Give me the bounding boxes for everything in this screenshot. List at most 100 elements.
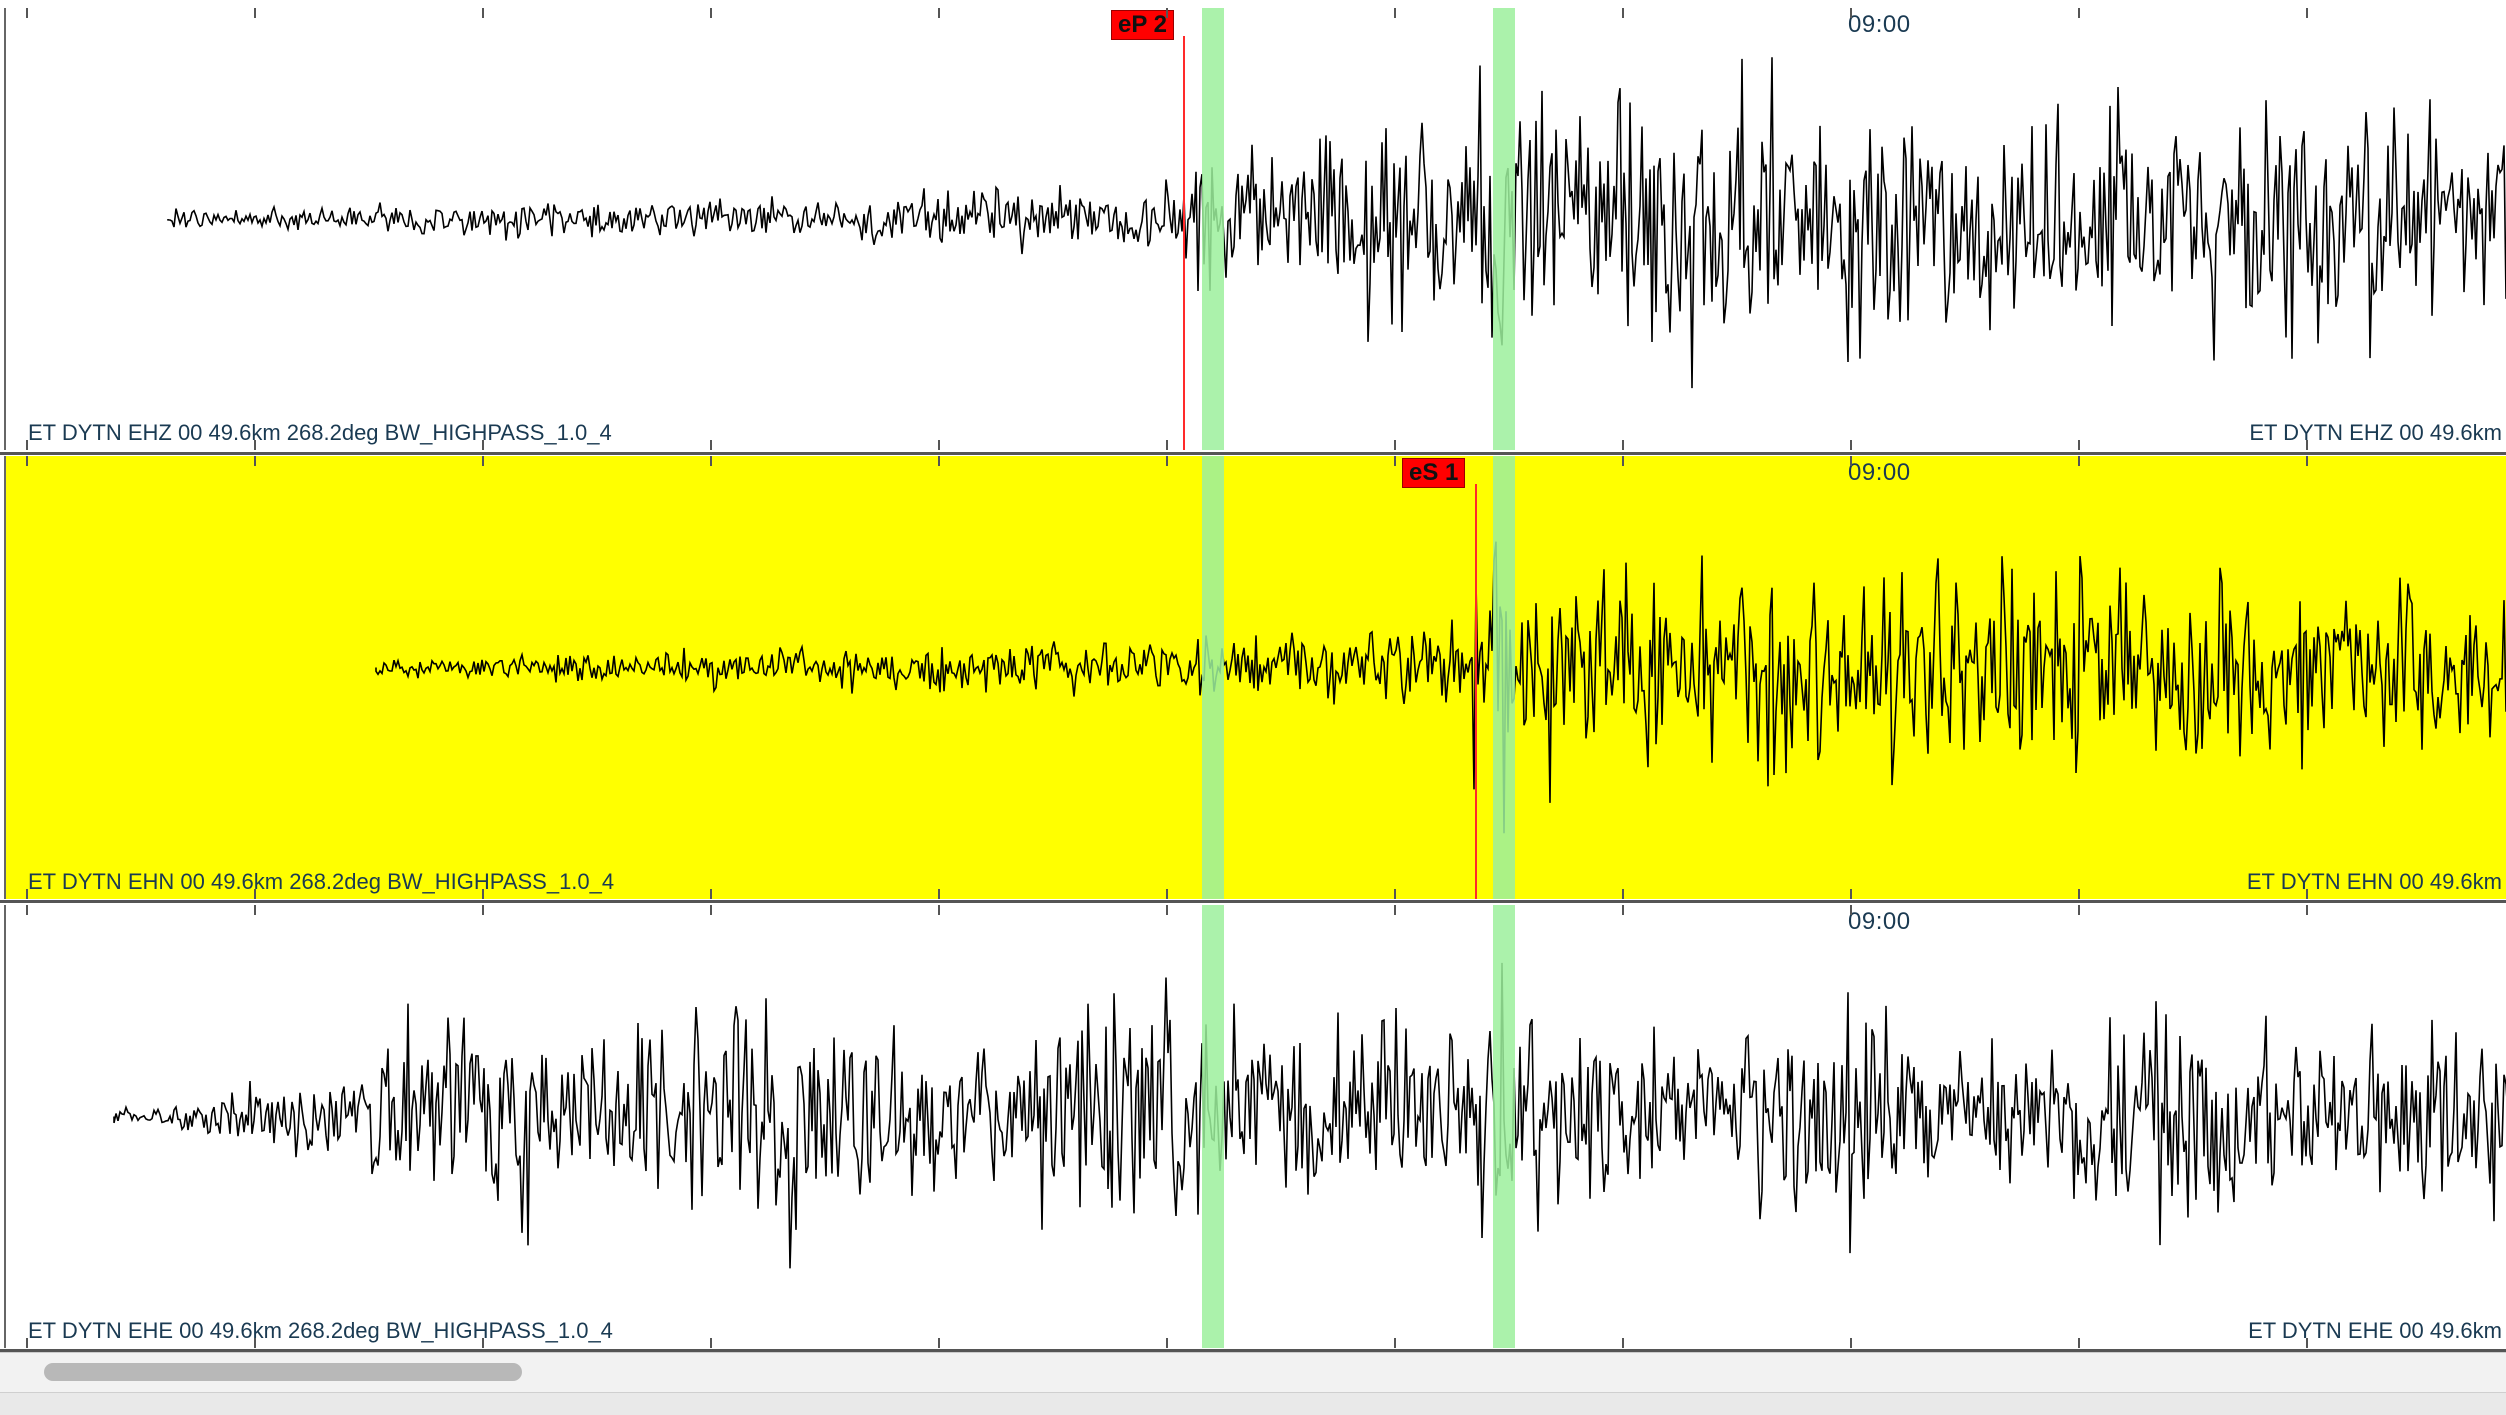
panel-divider — [0, 452, 2506, 455]
axis-tick — [2078, 440, 2080, 450]
axis-tick — [1394, 456, 1396, 466]
axis-tick — [1394, 889, 1396, 899]
axis-tick — [1622, 889, 1624, 899]
axis-tick — [710, 8, 712, 18]
axis-tick — [938, 456, 940, 466]
channel-label-right: ET DYTN EHZ 00 49.6km — [2249, 420, 2502, 445]
axis-tick — [938, 1338, 940, 1348]
waveform-trace — [375, 541, 2506, 834]
axis-tick — [482, 1338, 484, 1348]
waveform-trace — [113, 962, 2506, 1269]
axis-tick — [1850, 905, 1852, 915]
waveform-trace — [167, 57, 2506, 389]
axis-tick — [254, 905, 256, 915]
axis-tick — [2078, 456, 2080, 466]
waveform-ehz — [167, 57, 2506, 389]
axis-tick — [938, 889, 940, 899]
axis-tick — [1166, 440, 1168, 450]
pick-marker-line[interactable] — [1475, 484, 1477, 899]
axis-tick — [1166, 456, 1168, 466]
axis-tick — [2306, 440, 2308, 450]
axis-tick — [1166, 8, 1168, 18]
time-window-band — [1493, 905, 1515, 1348]
time-window-band — [1202, 8, 1224, 450]
time-window-band — [1202, 905, 1224, 1348]
axis-tick — [254, 8, 256, 18]
panel-divider — [0, 1349, 2506, 1352]
axis-tick — [938, 8, 940, 18]
time-tick-label: 09:00 — [1848, 11, 1911, 38]
axis-tick — [254, 440, 256, 450]
channel-label-left: ET DYTN EHZ 00 49.6km 268.2deg BW_HIGHPA… — [28, 420, 612, 445]
status-strip — [0, 1392, 2506, 1415]
axis-tick — [26, 905, 28, 915]
axis-tick — [2078, 8, 2080, 18]
axis-tick — [2306, 1338, 2308, 1348]
axis-tick — [26, 1338, 28, 1348]
axis-tick — [26, 440, 28, 450]
channel-label-left: ET DYTN EHE 00 49.6km 268.2deg BW_HIGHPA… — [28, 1318, 613, 1343]
channel-label-right: ET DYTN EHN 00 49.6km — [2246, 869, 2502, 894]
axis-tick — [26, 889, 28, 899]
axis-tick — [1394, 8, 1396, 18]
axis-tick — [1622, 8, 1624, 18]
axis-tick — [2078, 905, 2080, 915]
axis-tick — [710, 889, 712, 899]
axis-tick — [254, 889, 256, 899]
axis-tick — [2306, 8, 2308, 18]
axis-tick — [2078, 889, 2080, 899]
axis-tick — [1394, 440, 1396, 450]
axis-tick — [254, 1338, 256, 1348]
axis-tick — [1622, 1338, 1624, 1348]
axis-tick — [1166, 1338, 1168, 1348]
trace-panel-ehz[interactable]: eP 2 09:00 ET DYTN EHZ 00 49.6km 268.2de… — [4, 8, 2506, 450]
axis-tick — [1622, 905, 1624, 915]
axis-tick — [482, 889, 484, 899]
axis-tick — [710, 905, 712, 915]
channel-label-right: ET DYTN EHE 00 49.6km — [2248, 1318, 2502, 1343]
time-window-band — [1202, 456, 1224, 899]
axis-tick — [254, 456, 256, 466]
pick-flag-p[interactable]: eP 2 — [1111, 10, 1174, 40]
axis-tick — [482, 8, 484, 18]
time-tick-label: 09:00 — [1848, 908, 1911, 935]
axis-tick — [1850, 889, 1852, 899]
axis-tick — [2306, 889, 2308, 899]
axis-tick — [1166, 905, 1168, 915]
axis-tick — [26, 8, 28, 18]
horizontal-scrollbar[interactable] — [0, 1352, 2506, 1393]
axis-tick — [710, 440, 712, 450]
time-tick-label: 09:00 — [1848, 459, 1911, 486]
axis-tick — [482, 440, 484, 450]
pick-flag-s[interactable]: eS 1 — [1402, 458, 1466, 488]
axis-tick — [1166, 889, 1168, 899]
panel-divider — [0, 900, 2506, 903]
axis-tick — [710, 456, 712, 466]
channel-label-left: ET DYTN EHN 00 49.6km 268.2deg BW_HIGHPA… — [28, 869, 615, 894]
axis-tick — [2306, 456, 2308, 466]
axis-tick — [710, 1338, 712, 1348]
axis-tick — [1394, 905, 1396, 915]
trace-panel-ehn[interactable]: eS 1 09:00 ET DYTN EHN 00 49.6km 268.2de… — [4, 456, 2506, 899]
axis-tick — [1850, 1338, 1852, 1348]
time-window-band — [1493, 8, 1515, 450]
waveform-ehe — [113, 962, 2506, 1269]
axis-tick — [1850, 440, 1852, 450]
axis-tick — [482, 905, 484, 915]
axis-tick — [938, 905, 940, 915]
trace-panel-ehe[interactable]: 09:00 ET DYTN EHE 00 49.6km 268.2deg BW_… — [4, 905, 2506, 1348]
axis-tick — [26, 456, 28, 466]
time-window-band — [1493, 456, 1515, 899]
waveform-ehn — [375, 541, 2506, 834]
axis-tick — [1850, 456, 1852, 466]
axis-tick — [1622, 456, 1624, 466]
scrollbar-thumb[interactable] — [44, 1363, 522, 1381]
pick-marker-line[interactable] — [1183, 36, 1185, 450]
axis-tick — [2306, 905, 2308, 915]
axis-tick — [938, 440, 940, 450]
axis-tick — [1850, 8, 1852, 18]
axis-tick — [1622, 440, 1624, 450]
axis-tick — [482, 456, 484, 466]
axis-tick — [2078, 1338, 2080, 1348]
